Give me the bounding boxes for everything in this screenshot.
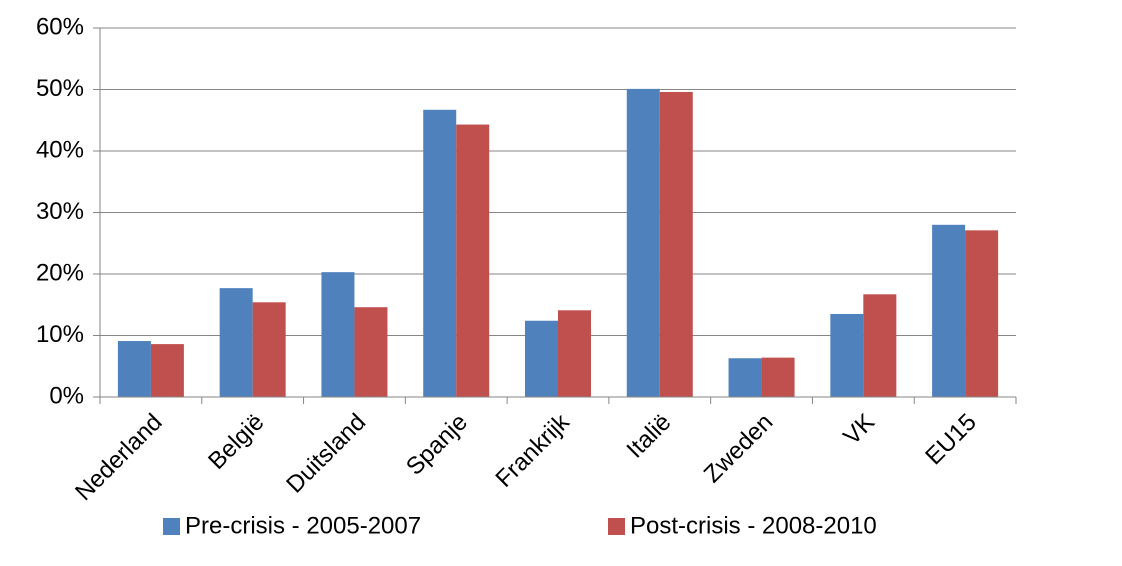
legend-label: Post-crisis - 2008-2010 — [630, 512, 877, 539]
legend-swatch — [163, 518, 180, 535]
bar — [354, 307, 388, 397]
legend-swatch — [608, 518, 625, 535]
y-tick-label: 30% — [36, 198, 84, 225]
x-tick-label: VK — [838, 409, 880, 451]
y-tick-label: 60% — [36, 13, 84, 40]
bar — [117, 341, 151, 397]
bar — [456, 124, 490, 398]
bar — [863, 294, 897, 397]
bar — [558, 310, 591, 397]
x-tick-label: Italië — [622, 409, 677, 464]
x-tick-label: EU15 — [920, 409, 982, 471]
bar — [626, 88, 660, 397]
y-tick-label: 10% — [36, 321, 84, 348]
x-tick-label: Nederland — [70, 409, 167, 506]
x-tick-label: Frankrijk — [491, 408, 576, 493]
bar — [321, 272, 355, 397]
bar — [965, 230, 999, 397]
bar — [728, 358, 762, 397]
x-tick-label: Zweden — [699, 409, 778, 488]
x-tick-label: Spanje — [401, 409, 473, 481]
y-tick-label: 50% — [36, 75, 84, 102]
y-tick-label: 0% — [49, 382, 84, 409]
y-tick-label: 40% — [36, 136, 84, 163]
x-tick-label: Duitsland — [281, 409, 371, 499]
bar — [252, 302, 286, 397]
bar — [150, 344, 184, 397]
x-tick-label: België — [203, 409, 269, 475]
bar — [932, 224, 966, 397]
bar — [659, 91, 693, 398]
bar — [761, 357, 795, 397]
bar — [423, 109, 457, 398]
bar — [830, 313, 864, 397]
bar — [525, 320, 558, 397]
legend-label: Pre-crisis - 2005-2007 — [185, 512, 421, 539]
y-tick-label: 20% — [36, 259, 84, 286]
bar — [219, 288, 253, 397]
